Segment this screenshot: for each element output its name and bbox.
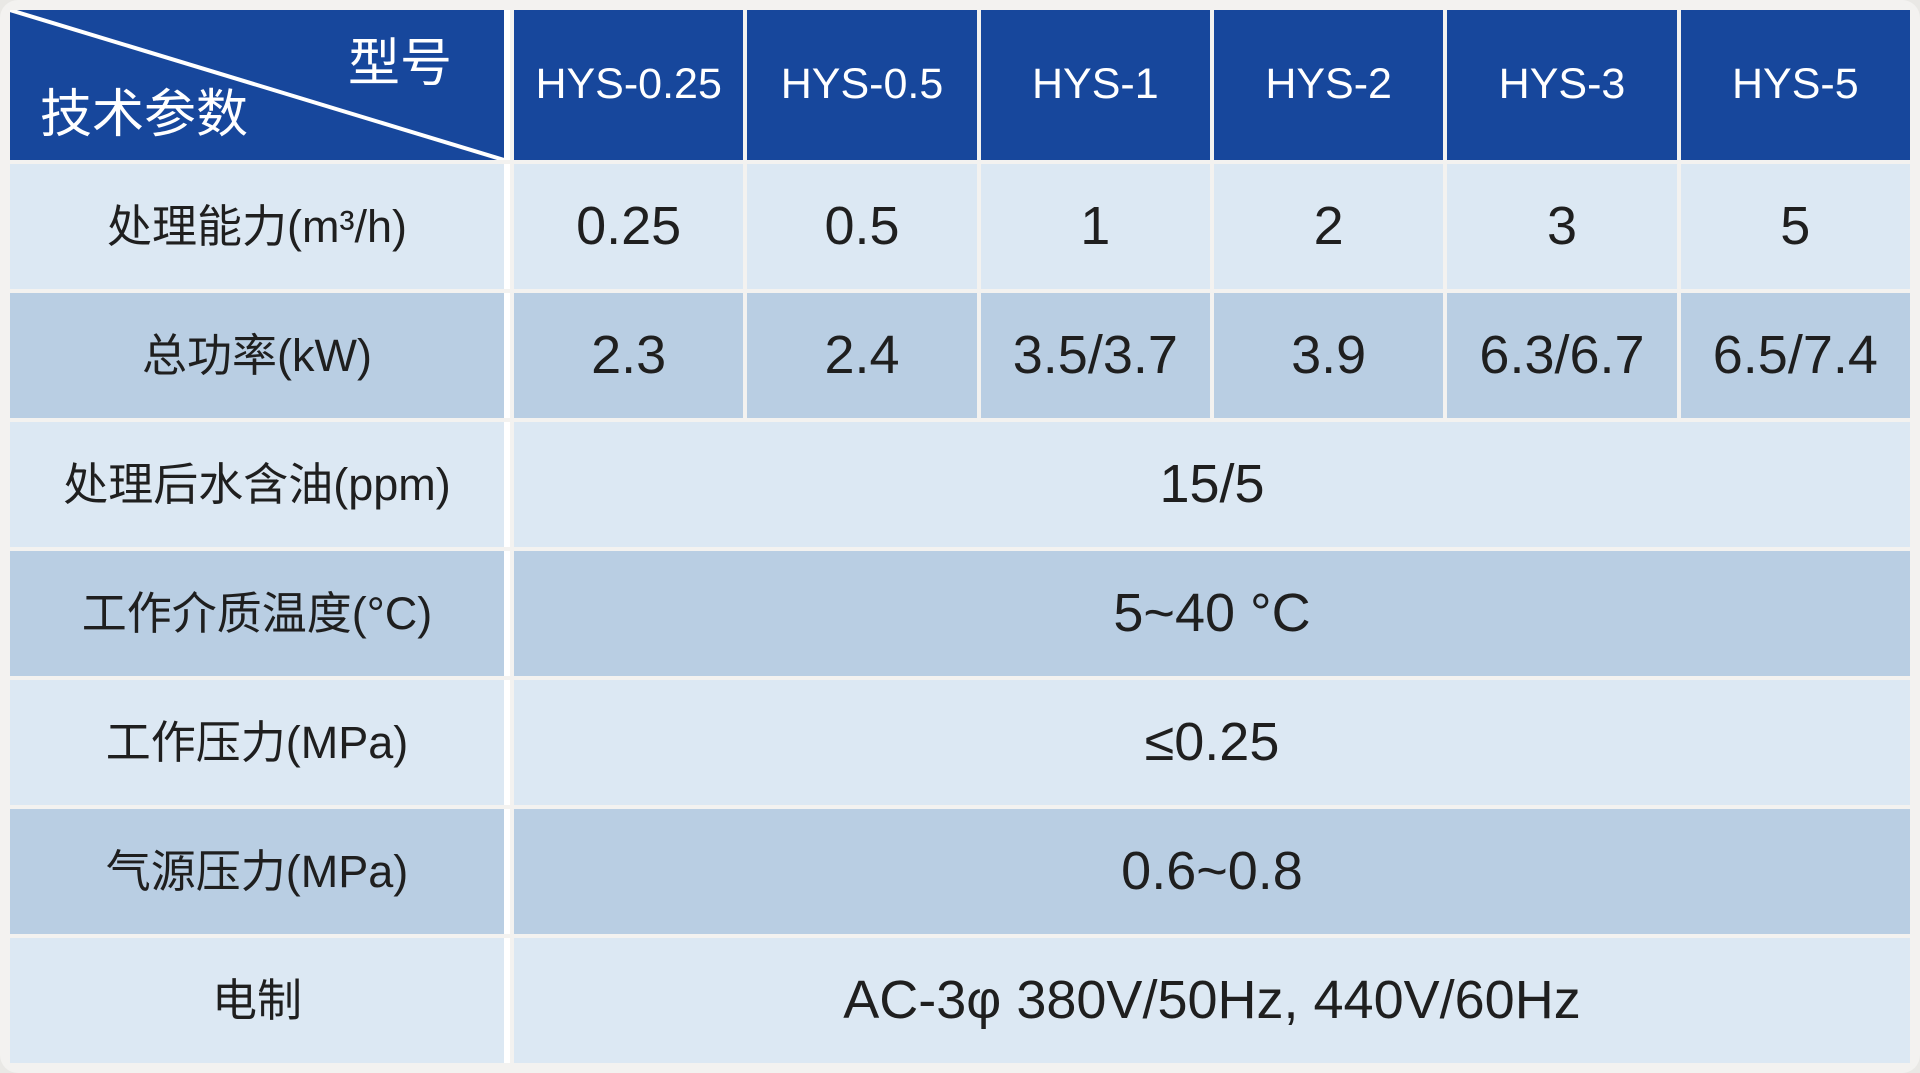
table-span-cell: 15/5 [514,422,1910,547]
table-cell: 3.5/3.7 [980,293,1210,418]
table-cell: 6.5/7.4 [1680,293,1910,418]
table-span-cell: 5~40 °C [514,551,1910,676]
diagonal-divider-line [10,10,504,160]
model-column-header: HYS-2 [1213,10,1444,160]
table-cell: 0.5 [747,164,977,289]
table-cell: 1 [980,164,1210,289]
table-span-cell: ≤0.25 [514,680,1910,805]
table-cell: 2 [1213,164,1444,289]
corner-label-parameters: 技术参数 [40,85,249,144]
row-label-air-pressure: 气源压力(MPa) [10,809,510,934]
model-column-header: HYS-3 [1447,10,1677,160]
model-column-header: HYS-1 [980,10,1210,160]
table-cell: 6.3/6.7 [1447,293,1677,418]
row-label-medium-temperature: 工作介质温度(°C) [10,551,510,676]
row-label-electrical-system: 电制 [10,938,510,1063]
table-cell: 2.3 [514,293,744,418]
corner-label-model: 型号 [347,35,452,93]
table-span-cell: 0.6~0.8 [514,809,1910,934]
table-cell: 3.9 [1213,293,1444,418]
model-column-header: HYS-0.5 [747,10,977,160]
row-label-total-power: 总功率(kW) [10,293,510,418]
corner-header-cell: 型号 技术参数 [10,10,510,160]
row-label-capacity: 处理能力(m³/h) [10,164,510,289]
table-cell: 3 [1447,164,1677,289]
row-label-oil-content: 处理后水含油(ppm) [10,422,510,547]
table-cell: 5 [1680,164,1910,289]
table-cell: 2.4 [747,293,977,418]
row-label-working-pressure: 工作压力(MPa) [10,680,510,805]
model-column-header: HYS-5 [1680,10,1910,160]
spec-table: 型号 技术参数 HYS-0.25 HYS-0.5 HYS-1 HYS-2 HYS… [10,10,1910,1063]
table-span-cell: AC-3φ 380V/50Hz, 440V/60Hz [514,938,1910,1063]
model-column-header: HYS-0.25 [514,10,744,160]
table-cell: 0.25 [514,164,744,289]
